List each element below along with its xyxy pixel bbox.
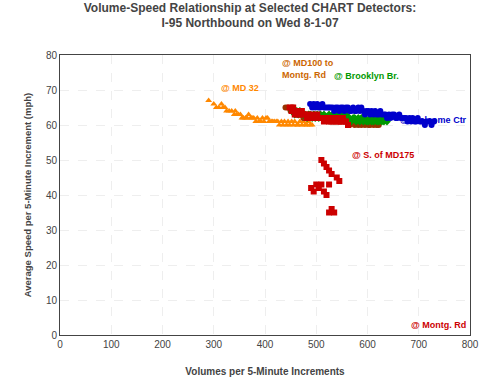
svg-text:@ Brooklyn Br.: @ Brooklyn Br. [334, 71, 399, 81]
svg-text:0: 0 [57, 339, 63, 350]
svg-text:200: 200 [154, 339, 171, 350]
svg-text:Volume-Speed Relationship at S: Volume-Speed Relationship at Selected CH… [84, 1, 417, 31]
svg-text:0: 0 [51, 330, 57, 341]
svg-text:@ Welcome Ctr: @ Welcome Ctr [400, 115, 467, 125]
svg-text:60: 60 [46, 120, 58, 131]
svg-text:30: 30 [46, 225, 58, 236]
svg-text:@ Montg. Rd: @ Montg. Rd [411, 320, 466, 330]
svg-text:40: 40 [46, 190, 58, 201]
svg-text:80: 80 [46, 50, 58, 61]
svg-text:600: 600 [359, 339, 376, 350]
svg-text:20: 20 [46, 260, 58, 271]
svg-text:Average Speed per 5-Minute Inc: Average Speed per 5-Minute Increment (mp… [22, 93, 33, 297]
svg-text:700: 700 [410, 339, 427, 350]
svg-text:Volumes per 5-Minute Increment: Volumes per 5-Minute Increments [185, 366, 345, 377]
svg-text:400: 400 [257, 339, 274, 350]
svg-text:@ MD100 toMontg. Rd: @ MD100 toMontg. Rd [282, 58, 334, 80]
svg-text:100: 100 [103, 339, 120, 350]
svg-text:70: 70 [46, 85, 58, 96]
svg-text:800: 800 [462, 339, 479, 350]
svg-text:500: 500 [308, 339, 325, 350]
svg-text:50: 50 [46, 155, 58, 166]
svg-text:@ MD 32: @ MD 32 [221, 83, 259, 93]
svg-text:300: 300 [205, 339, 222, 350]
svg-text:10: 10 [46, 295, 58, 306]
svg-text:@ S. of MD175: @ S. of MD175 [352, 150, 414, 160]
